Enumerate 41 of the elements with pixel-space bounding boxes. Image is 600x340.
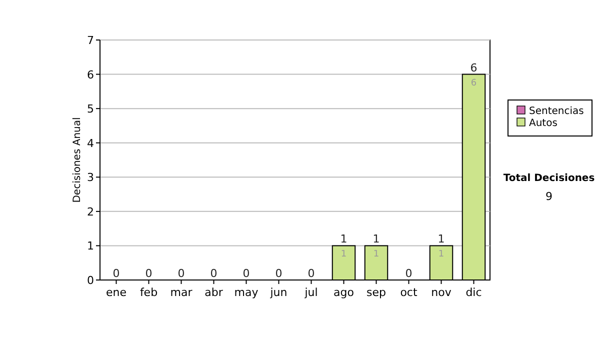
total-label: 0 [308,267,315,280]
y-tick-label: 0 [87,274,94,287]
total-label: 0 [178,267,185,280]
data-label: 1 [340,250,347,260]
legend-label: Autos [529,118,558,129]
x-tick-label: feb [140,286,158,299]
y-tick-label: 3 [87,171,94,184]
total-label: 0 [145,267,152,280]
text: Total Decisiones [503,173,595,184]
y-tick-label: 4 [87,136,94,150]
total-label: 1 [340,232,348,246]
x-tick-label: sep [366,286,386,299]
total-label: 1 [372,232,380,246]
total-label: 1 [438,232,445,246]
x-tick-label: jun [269,286,288,299]
x-tick-label: ene [106,286,127,299]
x-tick-label: nov [431,286,452,299]
y-tick-label: 2 [87,205,94,218]
x-tick-label: oct [400,286,418,299]
text: 9 [546,190,552,203]
y-tick-label: 7 [87,34,94,47]
x-tick-label: mar [170,286,193,299]
x-tick-label: abr [204,286,224,299]
x-tick-label: jul [304,286,318,299]
total-label: 0 [242,267,250,280]
data-label: 1 [438,250,444,260]
x-tick-label: ago [334,286,354,299]
data-label: 6 [470,78,477,88]
y-axis-title: Decisiones Anual [72,117,83,203]
total-label: 0 [210,267,218,280]
y-tick-label: 5 [87,102,94,116]
data-label: 1 [373,250,380,260]
total-label: 0 [112,267,120,280]
total-label: 0 [405,267,412,280]
legend-label: Sentencias [529,106,584,117]
x-tick-label: may [234,286,259,299]
y-tick-label: 6 [87,68,94,82]
total-label: 6 [470,61,478,74]
x-tick-label: dic [466,286,482,299]
y-tick-label: 1 [87,240,94,253]
total-label: 0 [275,267,282,280]
